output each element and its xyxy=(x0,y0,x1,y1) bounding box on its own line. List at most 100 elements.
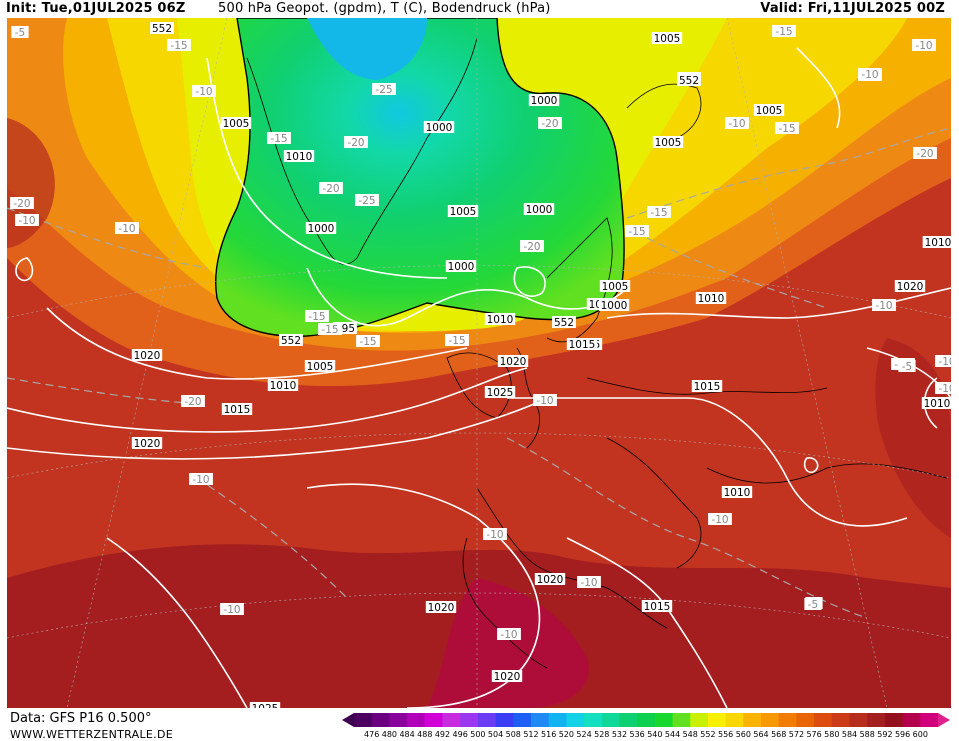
colorbar-segment xyxy=(513,713,532,727)
pressure-label-box xyxy=(552,316,576,328)
temp-label: -5 xyxy=(15,27,25,39)
colorbar-tick-label: 544 xyxy=(664,730,681,739)
temp-label: -10 xyxy=(580,577,597,589)
temp-label-box xyxy=(355,194,379,206)
field-red-east xyxy=(875,338,951,538)
colorbar-segment xyxy=(548,713,567,727)
temp-label-box xyxy=(577,576,601,588)
temp-label-box xyxy=(167,39,191,51)
temp-label: -10 xyxy=(536,395,553,407)
pressure-label: 1025 xyxy=(252,703,279,708)
colorbar-tick-label: 576 xyxy=(806,730,822,739)
temp-label-box xyxy=(533,394,557,406)
colorbar-segment xyxy=(371,713,390,727)
map-title: 500 hPa Geopot. (gpdm), T (C), Bodendruc… xyxy=(218,1,551,16)
temp-label: -20 xyxy=(13,198,30,210)
weather-map: 552 1005 1000 1005 1005 1000 1005 1010 552 1005 10… xyxy=(7,18,951,708)
temp-label: -15 xyxy=(775,26,792,38)
pressure-label: 1005 xyxy=(450,206,477,218)
colorbar-segment xyxy=(902,713,921,727)
temp-label-box xyxy=(912,39,936,51)
temp-label: -20 xyxy=(541,118,558,130)
colorbar-segment xyxy=(619,713,638,727)
colorbar-tick-label: 552 xyxy=(700,730,716,739)
temp-label-box xyxy=(708,513,732,525)
pressure-label-box xyxy=(249,702,281,708)
colorbar-tick-label: 568 xyxy=(771,730,787,739)
pressure-label: 1020 xyxy=(428,602,455,614)
temp-label-box xyxy=(115,222,139,234)
colorbar-segment xyxy=(796,713,815,727)
temp-label: -10 xyxy=(18,215,35,227)
colorbar-tick-label: 548 xyxy=(682,730,698,739)
colorbar-segment xyxy=(690,713,709,727)
isotherms xyxy=(7,127,951,619)
colorbar-segment xyxy=(354,713,373,727)
colorbar-tick-label: 516 xyxy=(541,730,557,739)
pressure-label: 1005 xyxy=(307,361,334,373)
colorbar-tick-label: 496 xyxy=(452,730,468,739)
colorbar-segment xyxy=(849,713,868,727)
map-labels: 552 1005 1000 1005 1005 1000 1005 1010 552 1005 10… xyxy=(10,22,951,708)
temp-label-box xyxy=(520,240,544,252)
temp-label: -25 xyxy=(358,195,375,207)
pressure-label-box xyxy=(753,104,785,116)
pressure-label: 1005 xyxy=(223,118,250,130)
temp-label: -20 xyxy=(916,148,933,160)
temp-label-box xyxy=(192,85,216,97)
pressure-label-box xyxy=(150,22,174,34)
colorbar-segment xyxy=(584,713,603,727)
colorbar-tick-label: 588 xyxy=(859,730,875,739)
pressure-label: 1010 xyxy=(724,487,751,499)
temp-label-box xyxy=(935,355,951,367)
temp-label: -10 xyxy=(195,86,212,98)
colorbar-segment xyxy=(867,713,886,727)
colorbar-segment xyxy=(920,713,939,727)
pressure-label: 1010 xyxy=(925,237,951,249)
temp-label: -10 xyxy=(486,529,503,541)
temp-label: -10 xyxy=(500,629,517,641)
colorbar-tick-label: 592 xyxy=(877,730,893,739)
colorbar-tick-label: 600 xyxy=(912,730,928,739)
temp-label: -15 xyxy=(448,335,465,347)
pressure-label: 1025 xyxy=(487,387,514,399)
pressure-label: 1000 xyxy=(426,122,453,134)
temp-label: -10 xyxy=(711,514,728,526)
pressure-label-box xyxy=(695,292,727,304)
pressure-label: 1005 xyxy=(602,281,629,293)
colorbar-tick-label: 564 xyxy=(753,730,769,739)
colorbar-tick-label: 556 xyxy=(717,730,734,739)
colorbar-segment xyxy=(884,713,904,727)
pressure-label-box xyxy=(534,573,566,585)
pressure-label: 552 xyxy=(281,335,301,347)
data-source-label: Data: GFS P16 0.500° xyxy=(10,711,152,726)
temp-label: -10 xyxy=(938,383,951,395)
temp-label-box xyxy=(372,83,396,95)
temp-label: -15 xyxy=(359,336,376,348)
temp-label: -10 xyxy=(938,356,951,368)
colorbar-segment xyxy=(566,713,585,727)
colorbar-segment xyxy=(442,713,461,727)
temp-label: -15 xyxy=(321,324,338,336)
pressure-label: 1010 xyxy=(286,151,313,163)
pressure-label-box xyxy=(131,437,163,449)
colorbar-segment xyxy=(707,713,727,727)
temp-label-box xyxy=(898,360,916,372)
colorbar-tick-label: 488 xyxy=(417,730,433,739)
temp-label: -10 xyxy=(223,604,240,616)
colorbar-tick-label: 532 xyxy=(611,730,628,739)
colorbar-tick-label: 528 xyxy=(594,730,610,739)
pressure-label: 1000 xyxy=(526,204,553,216)
temp-label: -10 xyxy=(728,118,745,130)
temp-label: -15 xyxy=(170,40,187,52)
pressure-label-box xyxy=(220,117,252,129)
colorbar-tick-label: 480 xyxy=(381,730,398,739)
pressure-label: 1020 xyxy=(897,281,924,293)
temp-label-box xyxy=(483,528,507,540)
latlon-grid xyxy=(7,18,951,708)
temp-label-box xyxy=(625,225,649,237)
colorbar-segment xyxy=(778,713,797,727)
temp-label-box xyxy=(725,117,749,129)
pressure-label: 1000 xyxy=(601,300,628,312)
pressure-label-box xyxy=(528,94,560,106)
